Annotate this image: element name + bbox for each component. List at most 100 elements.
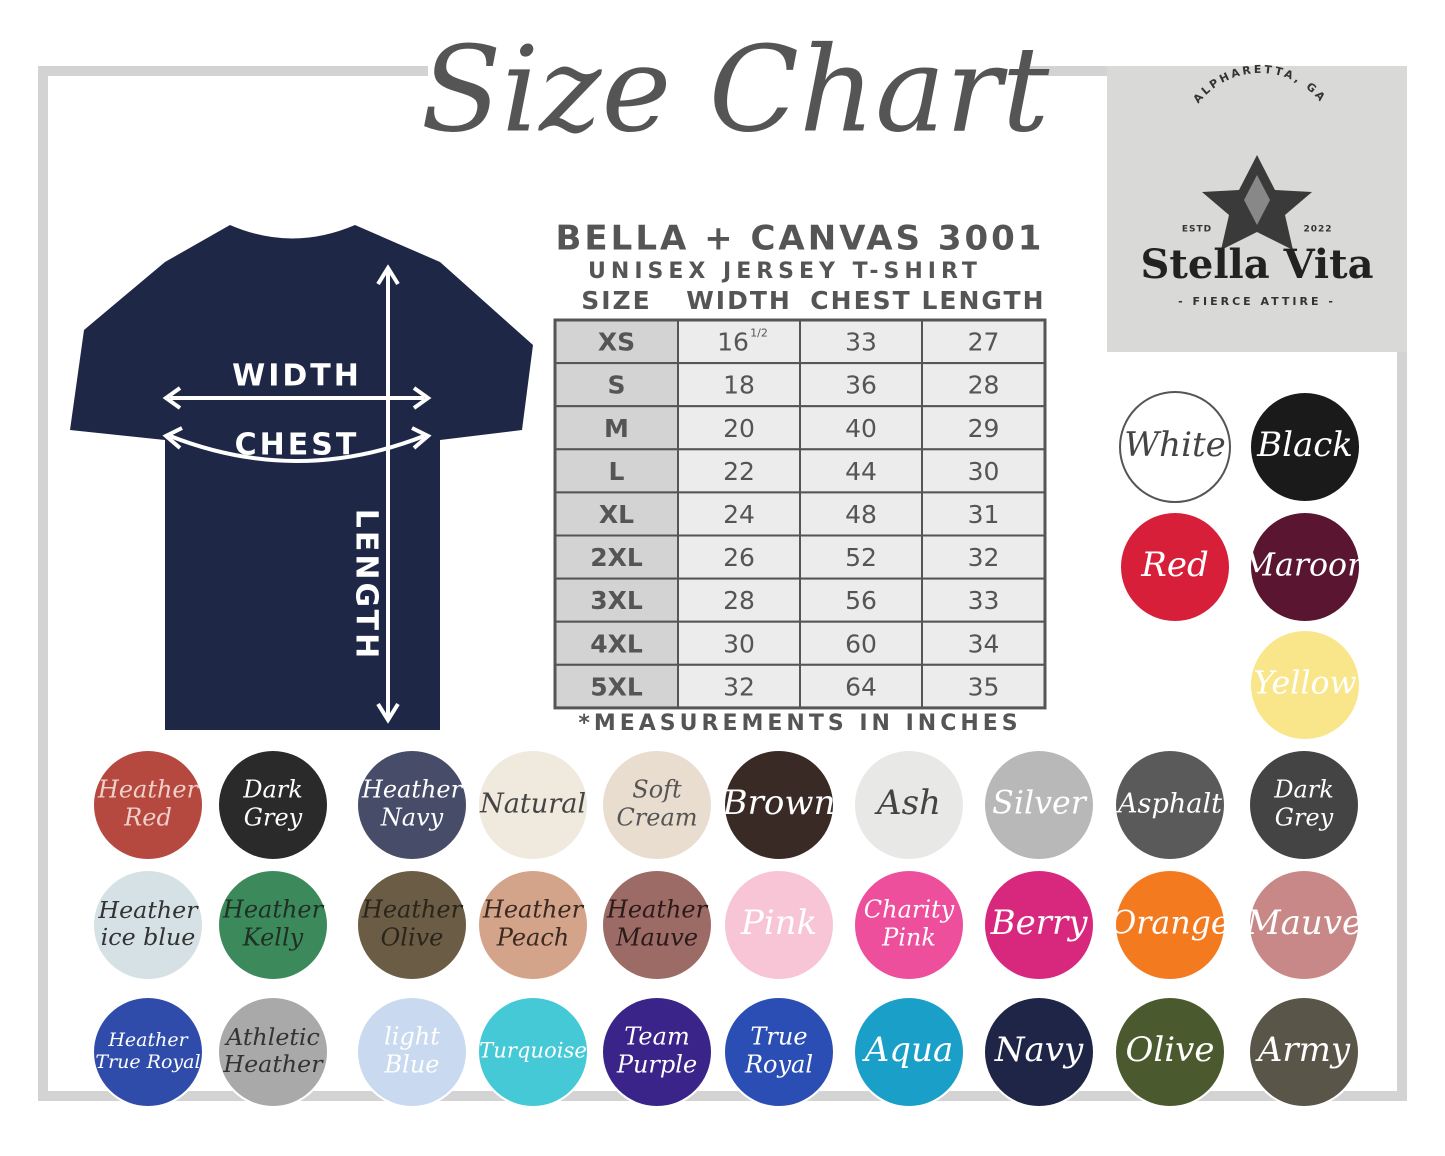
table-cell: 24: [723, 500, 755, 529]
size-table: SIZE WIDTH CHEST LENGTH XS 16 1/2 33 27 S 18 36 28 M 2…: [553, 286, 1047, 710]
swatch: [1249, 629, 1361, 741]
table-cell-bg: [677, 362, 801, 408]
table-cell-bg: [921, 534, 1046, 580]
swatch-label: Grey: [244, 803, 303, 831]
chest-arrow: [169, 434, 425, 463]
swatch: [723, 996, 835, 1108]
swatch-label: Peach: [496, 923, 569, 951]
swatch: [983, 996, 1095, 1108]
table-subtitle: UNISEX JERSEY T-SHIRT: [588, 259, 982, 284]
table-cell-bg: [799, 362, 923, 408]
logo-star-facet: [1244, 175, 1270, 225]
table-cell-bg: [554, 620, 679, 666]
swatch-label: Orange: [1110, 906, 1229, 942]
swatch: [1114, 749, 1226, 861]
table-cell: 16: [717, 328, 749, 357]
swatch: [356, 996, 468, 1108]
table-cell: 56: [845, 586, 877, 615]
swatch-label: Heather: [361, 896, 464, 924]
swatch: [983, 869, 1095, 981]
swatch-label: Heather: [97, 896, 199, 924]
swatch-label: Heather: [482, 896, 585, 924]
logo: ALPHARETTA, GA ESTD 2022 Stella Vita - F…: [1107, 63, 1407, 352]
logo-year: 2022: [1303, 225, 1332, 235]
table-cell: 20: [723, 414, 755, 443]
table-cell: 29: [968, 414, 1000, 443]
table-cell-bg: [921, 491, 1046, 537]
swatch-label: Dark: [242, 776, 303, 804]
table-cell-bg: [554, 405, 679, 451]
swatch: [1248, 869, 1360, 981]
swatch: [356, 869, 468, 981]
swatch-label: Natural: [479, 789, 586, 820]
swatch-label: Heather: [97, 776, 200, 804]
swatch-label: Ash: [874, 783, 941, 823]
table-cell: 48: [845, 500, 877, 529]
swatch-label: Turquoise: [479, 1038, 587, 1063]
logo-estd: ESTD: [1182, 225, 1212, 235]
table-cell-bg: [554, 448, 679, 494]
table-cell: 40: [845, 414, 877, 443]
swatch-label: Charity: [864, 896, 955, 924]
swatch: [92, 869, 204, 981]
table-cell: 28: [968, 371, 1000, 400]
swatch-label: Navy: [380, 803, 444, 831]
size-label: XS: [598, 328, 635, 357]
swatch-label: Berry: [990, 903, 1089, 943]
table-cell: 52: [845, 543, 877, 572]
swatch-label: True: [750, 1023, 807, 1051]
swatch-label: Team: [624, 1023, 689, 1051]
length-label: LENGTH: [349, 509, 384, 661]
swatch-label: Olive: [381, 923, 444, 951]
swatch-label: Silver: [992, 786, 1088, 822]
size-label: XL: [599, 500, 634, 529]
swatch-label: Royal: [744, 1050, 813, 1078]
table-cell-bg: [799, 534, 923, 580]
arrow-head: [162, 386, 182, 410]
table-cell-bg: [799, 405, 923, 451]
table-cell: 36: [845, 371, 877, 400]
swatch: [1119, 511, 1231, 623]
swatch: [92, 996, 204, 1108]
swatch-label: Brown: [722, 783, 836, 823]
swatch-label: Dark: [1273, 776, 1334, 804]
arrow-head: [412, 386, 432, 410]
swatch: [356, 749, 468, 861]
swatch: [217, 869, 329, 981]
swatch: [1114, 996, 1226, 1108]
swatch: [1249, 511, 1361, 623]
swatch-label: Cream: [616, 803, 697, 831]
swatch-label: Maroon: [1242, 548, 1368, 584]
swatch: [723, 869, 835, 981]
table-cell-bg: [677, 319, 801, 365]
swatch: [1248, 996, 1360, 1108]
table-header: WIDTH: [686, 286, 792, 315]
swatch-label: Asphalt: [1115, 789, 1222, 820]
swatch-label: Blue: [384, 1050, 440, 1078]
table-cell-bg: [921, 663, 1046, 709]
swatch-label: Athletic: [224, 1023, 320, 1051]
table-cell: 32: [723, 672, 755, 701]
size-label: 4XL: [590, 629, 643, 658]
table-cell: 30: [723, 629, 755, 658]
swatch-label: Grey: [1275, 803, 1334, 831]
table-cell: 27: [968, 328, 1000, 357]
swatch: [1114, 869, 1226, 981]
table-cell-bg: [799, 491, 923, 537]
table-cell: 30: [968, 457, 1000, 486]
table-cell: 34: [968, 629, 1000, 658]
swatch: [477, 749, 589, 861]
table-cell: 28: [723, 586, 755, 615]
swatch-label: Yellow: [1253, 666, 1356, 702]
swatch-label: Navy: [994, 1030, 1084, 1070]
size-label: 3XL: [590, 586, 643, 615]
swatch-label: Heather: [107, 1029, 189, 1051]
table-cell-bg: [677, 534, 801, 580]
swatch-label: Heather: [222, 896, 325, 924]
swatch-label: Soft: [632, 776, 682, 804]
swatch-label: Heather: [606, 896, 709, 924]
table-cell-bg: [921, 405, 1046, 451]
